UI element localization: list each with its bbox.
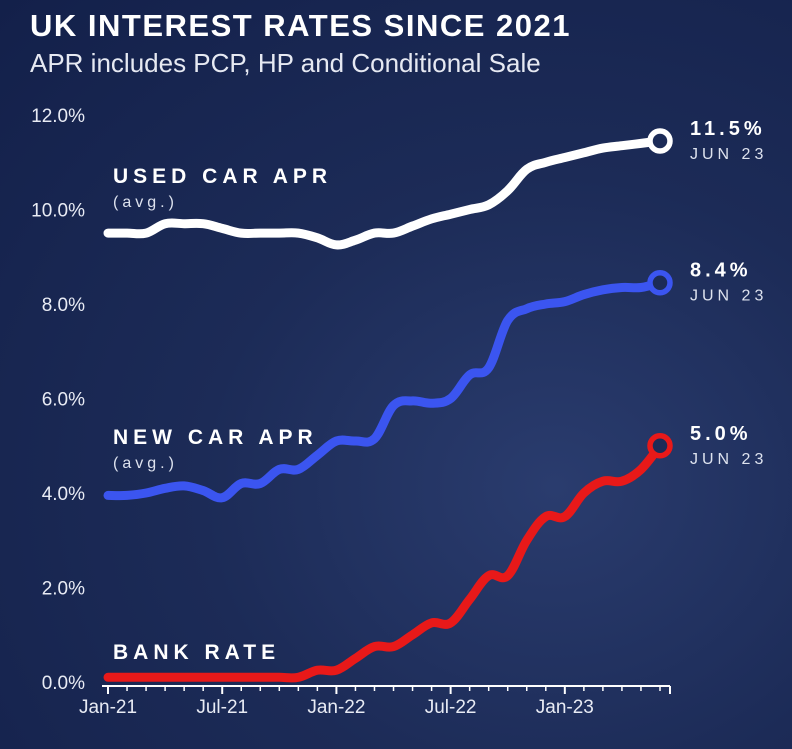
bank-rate-end-date: JUN 23: [690, 451, 767, 468]
y-tick-label: 2.0%: [42, 579, 85, 600]
new-car-apr-end-marker: [647, 269, 673, 296]
x-tick-label: Jul-21: [196, 697, 248, 718]
new-car-apr-line: [103, 278, 665, 503]
bank-rate-label: BANK RATE: [113, 641, 280, 664]
chart-title: UK INTEREST RATES SINCE 2021: [30, 8, 571, 43]
y-tick-label: 12.0%: [31, 106, 85, 127]
x-tick-label: Jan-23: [536, 697, 594, 718]
y-tick-label: 4.0%: [42, 484, 85, 505]
x-tick-label: Jan-21: [79, 697, 137, 718]
y-tick-label: 0.0%: [42, 673, 85, 694]
y-tick-label: 6.0%: [42, 390, 85, 411]
y-tick-label: 8.0%: [42, 295, 85, 316]
used-car-apr-end-marker: [647, 128, 673, 154]
y-tick-label: 10.0%: [31, 201, 85, 222]
used-car-apr-end-date: JUN 23: [690, 146, 767, 163]
x-axis: Jan-21 Jul-21 Jan-22 Jul-22 Jan-23: [79, 685, 671, 718]
series-labels: 11.5% JUN 23 USED CAR APR (avg.) 8.4% JUN 23 N…: [113, 118, 767, 664]
bank-rate-end-value: 5.0%: [690, 423, 752, 445]
series-layer: [103, 128, 673, 683]
bank-rate-end-marker: [647, 433, 673, 459]
used-car-apr-label: USED CAR APR: [113, 165, 332, 188]
used-car-apr-end-value: 11.5%: [690, 118, 766, 140]
bank-rate-line: [103, 441, 665, 683]
y-axis: 0.0% 2.0% 4.0% 6.0% 8.0% 10.0% 12.0%: [31, 106, 85, 694]
x-tick-label: Jan-22: [307, 697, 365, 718]
used-car-apr-sublabel: (avg.): [113, 194, 178, 211]
chart-subtitle: APR includes PCP, HP and Conditional Sal…: [30, 48, 541, 78]
new-car-apr-end-date: JUN 23: [690, 288, 767, 305]
new-car-apr-sublabel: (avg.): [113, 455, 178, 472]
new-car-apr-end-value: 8.4%: [690, 260, 752, 282]
used-car-apr-line: [103, 136, 665, 250]
x-tick-label: Jul-22: [425, 697, 477, 718]
new-car-apr-label: NEW CAR APR: [113, 426, 318, 449]
